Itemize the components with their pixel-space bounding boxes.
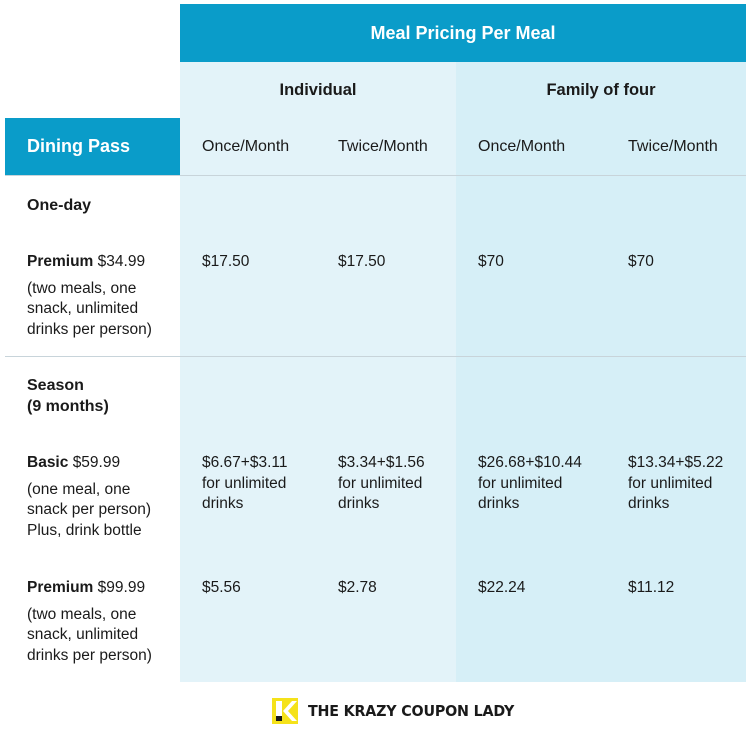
pass-row-season-premium: Premium $99.99 (two meals, one snack, un… bbox=[27, 578, 177, 666]
price-cell: $3.34+$1.56 for unlimited drinks bbox=[338, 454, 425, 512]
pass-price: $34.99 bbox=[97, 253, 146, 270]
krazy-coupon-lady-logo: THE KRAZY COUPON LADY bbox=[272, 698, 532, 724]
column-header-individual-twice: Twice/Month bbox=[338, 137, 428, 155]
column-header-family-once: Once/Month bbox=[478, 137, 566, 155]
group-header-family: Family of four bbox=[546, 80, 656, 99]
group-header-individual: Individual bbox=[279, 80, 357, 99]
pass-name: Basic bbox=[27, 454, 69, 471]
price-cell: $17.50 bbox=[338, 253, 386, 270]
column-header-individual-once: Once/Month bbox=[202, 137, 290, 155]
price-cell: $26.68+$10.44 for unlimited drinks bbox=[478, 454, 582, 512]
k-logo-icon bbox=[272, 698, 298, 724]
price-cell: $2.78 bbox=[338, 579, 377, 596]
pass-description: (two meals, one snack, unlimited drinks … bbox=[27, 279, 177, 341]
pass-name: Premium bbox=[27, 579, 94, 596]
pass-row-one-day-premium: Premium $34.99 (two meals, one snack, un… bbox=[27, 252, 177, 340]
individual-column-background bbox=[180, 62, 456, 682]
price-cell: $70 bbox=[628, 253, 654, 270]
pass-price: $59.99 bbox=[72, 454, 121, 471]
price-cell: $13.34+$5.22 for unlimited drinks bbox=[628, 454, 724, 512]
price-cell: $17.50 bbox=[202, 253, 250, 270]
price-cell: $5.56 bbox=[202, 579, 241, 596]
price-cell: $22.24 bbox=[478, 579, 526, 596]
section-title-line: (9 months) bbox=[27, 397, 109, 415]
pass-description-line: (two meals, one bbox=[27, 605, 137, 623]
pass-description: (one meal, one snack per person) Plus, d… bbox=[27, 480, 177, 542]
section-title-season: Season (9 months) bbox=[27, 376, 109, 417]
family-column-background bbox=[456, 62, 746, 682]
price-cell: $70 bbox=[478, 253, 504, 270]
pass-name-line: Premium $99.99 bbox=[27, 578, 177, 599]
pass-name: Premium bbox=[27, 253, 94, 270]
pass-description-line: (one meal, one bbox=[27, 480, 131, 498]
price-cell: $6.67+$3.11 for unlimited drinks bbox=[202, 454, 288, 512]
pass-description-line: snack, unlimited bbox=[27, 300, 139, 317]
pass-name-line: Basic $59.99 bbox=[27, 453, 177, 474]
pass-description-line: snack per person) bbox=[27, 501, 152, 518]
row-divider bbox=[5, 175, 746, 176]
pass-description-line: drinks per person) bbox=[27, 320, 152, 338]
table-title: Meal Pricing Per Meal bbox=[180, 4, 746, 62]
section-divider bbox=[5, 356, 746, 357]
logo-text: THE KRAZY COUPON LADY bbox=[308, 702, 515, 720]
price-cell: $11.12 bbox=[628, 579, 675, 596]
pass-description-line: Plus, drink bottle bbox=[27, 521, 142, 539]
pass-description-line: drinks per person) bbox=[27, 646, 152, 664]
dining-pass-header: Dining Pass bbox=[5, 118, 180, 175]
pass-description-line: snack, unlimited bbox=[27, 626, 139, 643]
pass-description: (two meals, one snack, unlimited drinks … bbox=[27, 605, 177, 667]
section-title-line: Season bbox=[27, 377, 84, 394]
pass-price: $99.99 bbox=[97, 579, 146, 596]
pass-description-line: (two meals, one bbox=[27, 279, 137, 297]
pass-row-season-basic: Basic $59.99 (one meal, one snack per pe… bbox=[27, 453, 177, 541]
pass-name-line: Premium $34.99 bbox=[27, 252, 177, 273]
section-title-one-day: One-day bbox=[27, 197, 92, 214]
column-header-family-twice: Twice/Month bbox=[628, 137, 718, 155]
